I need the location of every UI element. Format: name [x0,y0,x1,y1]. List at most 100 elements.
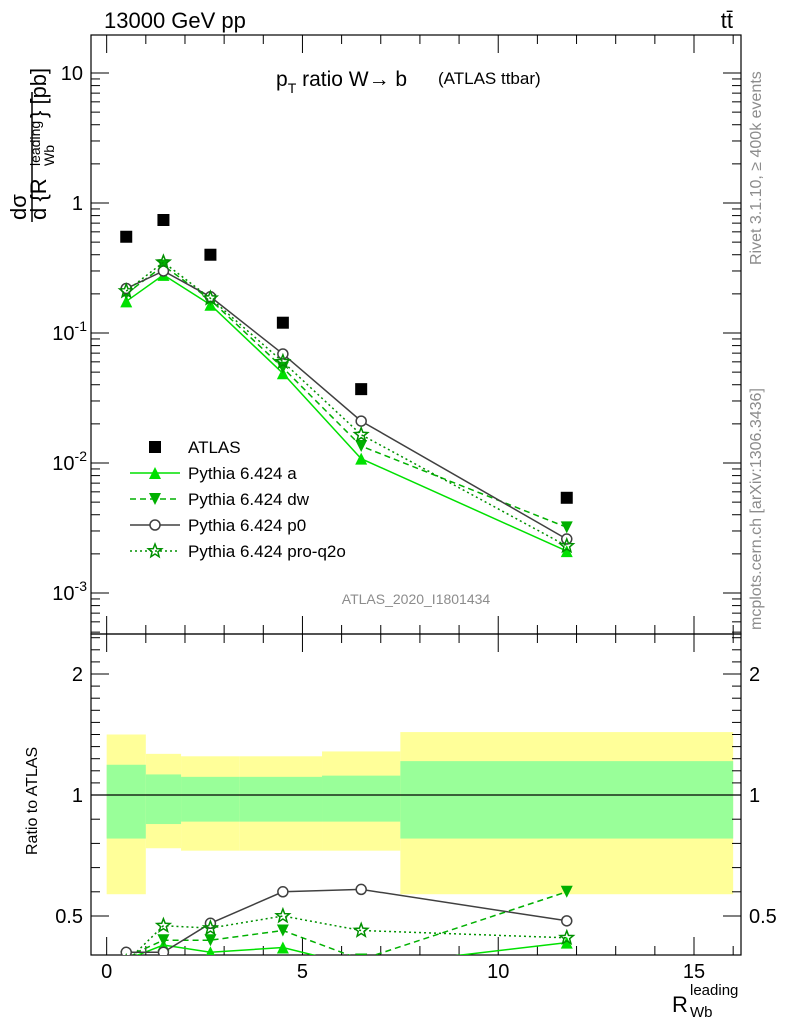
series-pythia-6-424-pro-q2o-ratio-point [125,952,128,955]
svg-text:Wb: Wb [41,145,57,166]
header-left: 13000 GeV pp [104,8,246,33]
series-atlas-point [276,316,289,329]
ratio-data [120,883,576,973]
series-pythia-6-424-pro-q2o-point [154,253,173,270]
ylabel-dsigma: dσ [6,194,31,220]
series-pythia-6-424-pro-q2o-point [558,536,576,554]
series-pythia-6-424-pro-q2o-ratio-point [274,906,292,924]
series-pythia-6-424-dw-ratio-point [355,953,368,955]
ratio-band-stat [322,775,401,822]
series-pythia-6-424-pro-q2o-point [274,352,292,370]
series-pythia-6-424-p0-ratio-point [277,886,289,898]
ratio-ylabel: Ratio to ATLAS [24,747,41,855]
analysis-id: ATLAS_2020_I1801434 [342,591,491,607]
header-right: tt̄ [721,8,733,33]
svg-text:} [pb]: } [pb] [26,68,51,118]
y-tick-label: 1 [72,193,83,215]
series-pythia-6-424-pro-q2o-ratio-point [201,918,220,936]
series-atlas-point [560,491,573,504]
ratio-tick-label-right: 1 [749,785,760,807]
series-pythia-6-424-pro-q2o-ratio-point [558,928,576,946]
x-tick-label: 5 [297,961,308,983]
series-pythia-6-424-dw-line [125,264,568,528]
series-pythia-6-424-pro-q2o-point [352,425,370,443]
y-tick-label: 10 [61,63,83,85]
legend-item-label: Pythia 6.424 p0 [188,516,306,535]
mcplots-label: mcplots.cern.ch [arXiv:1306.3436] [748,388,765,630]
title-p: p [276,68,288,91]
plot-title: pT ratio W→ b (ATLAS ttbar) [276,68,541,96]
x-axis-label: R leading Wb [672,982,738,1021]
svg-text:pT ratio W→ b: pT ratio W→ b [276,68,407,96]
ratio-band-stat [106,764,146,839]
svg-text:d {R: d {R [26,178,51,220]
svg-text:leading: leading [690,982,738,999]
ratio-tick-label-right: 0.5 [749,906,777,928]
series-pythia-6-424-pro-q2o-ratio-point [154,916,173,933]
series-pythia-6-424-dw-ratio-point [560,885,573,898]
series-pythia-6-424-a-point [355,452,368,465]
series-pythia-6-424-p0-point [355,415,367,427]
x-tick-label: 0 [101,961,112,983]
series-pythia-6-424-dw-ratio-point [276,924,289,937]
series-pythia-6-424-pro-q2o-point [201,289,220,306]
x-tick-label: 10 [487,961,509,983]
series-pythia-6-424-pro-q2o-ratio-line [132,915,567,955]
series-pythia-6-424-dw-ratio-point [157,934,170,947]
y-tick-label: 10-3 [52,578,87,605]
main-ylabel: dσ d {R leading Wb } [pb] [6,68,57,222]
rivet-label: Rivet 3.1.10, ≥ 400k events [748,71,765,265]
title-rest: ratio W→ b [296,68,407,91]
series-pythia-6-424-a-ratio-point [276,941,289,954]
series-atlas-point [204,248,217,261]
series-pythia-6-424-a-ratio-point [355,961,367,973]
legend-item-label: Pythia 6.424 pro-q2o [188,542,346,561]
svg-text:leading: leading [27,121,43,166]
legend-item-label: Pythia 6.424 a [188,464,297,483]
series-pythia-6-424-p0-line [125,270,568,540]
legend: ATLAS Pythia 6.424 a Pythia 6.424 dw Pythia… [130,438,346,561]
series-atlas-point [120,230,133,243]
series-pythia-6-424-a-line [125,273,568,552]
series-pythia-6-424-p0-ratio-point [120,946,132,955]
series-pythia-6-424-dw-ratio-line [129,891,567,955]
ratio-band-stat [239,776,323,822]
series-pythia-6-424-p0-ratio-point [355,883,367,896]
ratio-band-stat [400,761,734,839]
series-atlas-point [157,213,170,226]
series-pythia-6-424-p0-ratio-point [561,915,573,927]
title-sub: T [288,80,297,96]
svg-text:Wb: Wb [690,1004,713,1021]
series-pythia-6-424-p0-ratio-point [157,946,170,955]
series-atlas-point [355,383,368,396]
series-pythia-6-424-a-point [560,545,573,558]
legend-marker [149,519,161,531]
series-pythia-6-424-a-ratio-point [560,936,573,949]
ratio-tick-label: 1 [72,785,83,807]
series-pythia-6-424-a-point [120,295,133,308]
ratio-tick-label: 0.5 [55,906,83,928]
title-small: (ATLAS ttbar) [438,69,541,88]
series-pythia-6-424-a-ratio-point [206,946,215,955]
legend-item-label: ATLAS [188,438,241,457]
legend-marker [149,493,161,505]
y-tick-label: 10-1 [52,318,87,345]
ratio-band-stat [145,774,182,825]
ratio-band-stat [181,776,240,822]
series-pythia-6-424-dw-point [560,521,573,534]
series-pythia-6-424-pro-q2o-ratio-point [352,921,370,938]
series-pythia-6-424-a-ratio-line [135,941,567,955]
series-pythia-6-424-p0-ratio-line [126,888,567,954]
series-pythia-6-424-pro-q2o-point [117,281,135,299]
series-pythia-6-424-dw-ratio-point [204,934,217,947]
y-tick-label: 10-2 [52,448,87,475]
legend-marker [149,441,161,453]
series-pythia-6-424-dw-point [355,440,368,453]
ratio-tick-label-right: 2 [749,664,760,686]
x-tick-label: 15 [683,961,705,983]
legend-marker [146,541,164,559]
ratio-tick-label: 2 [72,664,83,686]
legend-marker [149,467,161,479]
svg-text:R: R [672,992,688,1017]
